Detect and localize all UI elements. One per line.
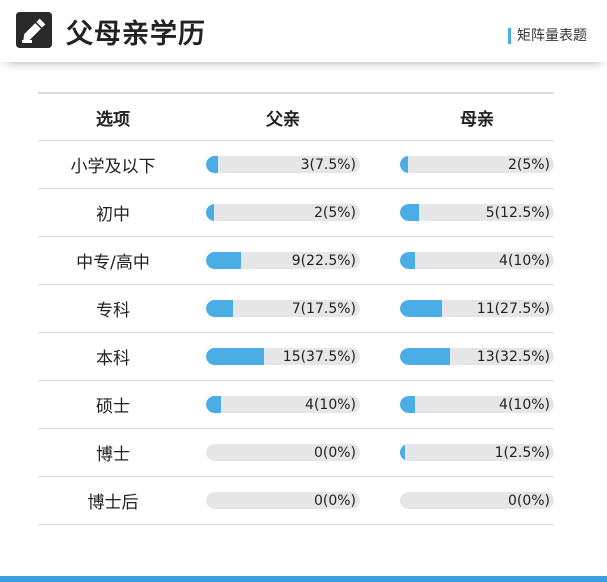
mother-cell: 0(0%) [400,477,554,524]
question-type-tag: 矩阵量表题 [508,28,587,44]
mother-value: 13(32.5%) [476,348,550,365]
mother-value: 11(27.5%) [476,300,550,317]
mother-cell: 11(27.5%) [400,285,554,332]
father-cell: 2(5%) [206,189,360,236]
matrix-table: 选项 父亲 母亲 小学及以下 3(7.5%) 2(5%) 初中 2(5%) 5(12.5%… [38,92,554,525]
mother-progress-track: 11(27.5%) [400,300,554,317]
mother-progress-fill [400,156,408,173]
mother-progress-track: 0(0%) [400,492,554,509]
father-progress-fill [206,300,233,317]
mother-value: 5(12.5%) [485,204,550,221]
table-row: 初中 2(5%) 5(12.5%) [38,189,554,237]
column-header-mother: 母亲 [460,109,494,130]
father-cell: 9(22.5%) [206,237,360,284]
mother-value: 4(10%) [499,396,550,413]
father-value: 9(22.5%) [291,252,356,269]
father-cell: 3(7.5%) [206,141,360,188]
father-value: 0(0%) [313,444,356,461]
father-value: 3(7.5%) [300,156,356,173]
father-progress-track: 2(5%) [206,204,360,221]
mother-cell: 5(12.5%) [400,189,554,236]
father-progress-track: 9(22.5%) [206,252,360,269]
mother-progress-fill [400,300,443,317]
table-row: 专科 7(17.5%) 11(27.5%) [38,285,554,333]
mother-progress-track: 1(2.5%) [400,444,554,461]
pencil-icon [16,12,52,48]
table-header-row: 选项 父亲 母亲 [38,94,554,141]
table-row: 博士 0(0%) 1(2.5%) [38,429,554,477]
mother-progress-track: 5(12.5%) [400,204,554,221]
father-value: 0(0%) [313,492,356,509]
mother-cell: 4(10%) [400,237,554,284]
table-row: 硕士 4(10%) 4(10%) [38,381,554,429]
father-cell: 7(17.5%) [206,285,360,332]
row-label: 小学及以下 [70,157,156,177]
father-progress-track: 4(10%) [206,396,360,413]
father-progress-fill [206,252,241,269]
table-row: 本科 15(37.5%) 13(32.5%) [38,333,554,381]
mother-value: 0(0%) [507,492,550,509]
mother-progress-fill [400,252,416,269]
father-value: 4(10%) [305,396,356,413]
mother-progress-fill [400,444,405,461]
mother-cell: 13(32.5%) [400,333,554,380]
row-label: 博士后 [87,493,139,513]
father-progress-fill [206,156,218,173]
father-cell: 0(0%) [206,429,360,476]
mother-progress-fill [400,396,416,413]
row-label: 硕士 [96,397,130,417]
table-row: 博士后 0(0%) 0(0%) [38,477,554,525]
father-cell: 15(37.5%) [206,333,360,380]
row-label: 中专/高中 [76,253,150,273]
mother-cell: 4(10%) [400,381,554,428]
table-row: 中专/高中 9(22.5%) 4(10%) [38,237,554,285]
table-row: 小学及以下 3(7.5%) 2(5%) [38,141,554,189]
father-progress-track: 7(17.5%) [206,300,360,317]
mother-progress-fill [400,348,451,365]
mother-value: 4(10%) [499,252,550,269]
page-header: 父母亲学历 矩阵量表题 [0,0,607,62]
mother-value: 1(2.5%) [494,444,550,461]
father-value: 7(17.5%) [291,300,356,317]
father-cell: 0(0%) [206,477,360,524]
mother-progress-fill [400,204,420,221]
mother-progress-track: 4(10%) [400,396,554,413]
father-cell: 4(10%) [206,381,360,428]
mother-cell: 1(2.5%) [400,429,554,476]
father-progress-fill [206,204,214,221]
row-label: 初中 [96,205,130,225]
column-header-option: 选项 [96,109,130,130]
father-progress-track: 0(0%) [206,444,360,461]
row-label: 本科 [96,349,130,369]
father-progress-fill [206,348,264,365]
footer-bar [0,576,607,582]
father-progress-fill [206,396,222,413]
mother-progress-track: 13(32.5%) [400,348,554,365]
page-title: 父母亲学历 [66,19,206,50]
father-value: 15(37.5%) [282,348,356,365]
mother-progress-track: 2(5%) [400,156,554,173]
row-label: 博士 [96,445,130,465]
mother-cell: 2(5%) [400,141,554,188]
father-value: 2(5%) [313,204,356,221]
row-label: 专科 [96,301,130,321]
column-header-father: 父亲 [266,109,300,130]
father-progress-track: 3(7.5%) [206,156,360,173]
mother-progress-track: 4(10%) [400,252,554,269]
father-progress-track: 0(0%) [206,492,360,509]
mother-value: 2(5%) [507,156,550,173]
father-progress-track: 15(37.5%) [206,348,360,365]
